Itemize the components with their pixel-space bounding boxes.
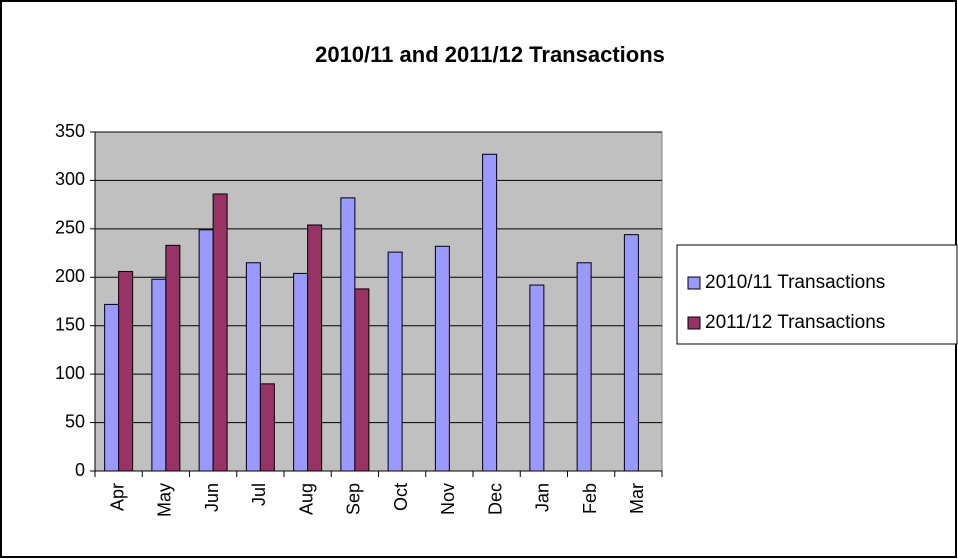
bar bbox=[434, 245, 450, 472]
bar bbox=[198, 229, 214, 472]
x-tick-label: Mar bbox=[627, 483, 647, 514]
legend-frame bbox=[676, 244, 958, 345]
bar bbox=[340, 197, 356, 472]
x-tick-label: Aug bbox=[296, 483, 316, 515]
x-tick-label: Jul bbox=[249, 483, 269, 506]
bar bbox=[354, 288, 370, 472]
x-tick-label: Dec bbox=[485, 483, 505, 515]
legend-label: 2010/11 Transactions bbox=[705, 272, 885, 293]
bar bbox=[529, 284, 545, 472]
y-tick-label: 250 bbox=[55, 218, 85, 238]
x-tick-label: May bbox=[155, 483, 175, 517]
bar bbox=[245, 262, 261, 472]
x-tick-label: Oct bbox=[391, 483, 411, 511]
y-tick-label: 150 bbox=[55, 314, 85, 334]
bar bbox=[165, 244, 181, 472]
y-tick-label: 100 bbox=[55, 363, 85, 383]
x-tick-label: Nov bbox=[438, 483, 458, 515]
bar bbox=[482, 153, 498, 472]
x-tick-label: Feb bbox=[580, 483, 600, 514]
plot-area bbox=[94, 131, 663, 472]
bar bbox=[259, 383, 275, 472]
y-tick-label: 350 bbox=[55, 121, 85, 141]
legend-swatch bbox=[687, 276, 701, 290]
bar bbox=[307, 224, 323, 472]
bar bbox=[212, 193, 228, 472]
x-tick-label: Apr bbox=[107, 483, 127, 511]
bar bbox=[623, 234, 639, 472]
legend-label: 2011/12 Transactions bbox=[705, 312, 885, 333]
y-tick-label: 200 bbox=[55, 266, 85, 286]
legend-swatch bbox=[687, 316, 701, 330]
y-tick-label: 0 bbox=[75, 460, 85, 480]
x-tick-label: Jun bbox=[202, 483, 222, 512]
bar bbox=[293, 272, 309, 472]
bar bbox=[104, 303, 120, 472]
chart-title: 2010/11 and 2011/12 Transactions bbox=[315, 42, 665, 67]
x-tick-label: Jan bbox=[533, 483, 553, 512]
bar bbox=[151, 278, 167, 472]
bar bbox=[576, 262, 592, 472]
bar bbox=[387, 251, 403, 472]
y-tick-label: 50 bbox=[65, 411, 85, 431]
x-tick-label: Sep bbox=[344, 483, 364, 515]
y-tick-label: 300 bbox=[55, 169, 85, 189]
bar bbox=[118, 270, 134, 472]
